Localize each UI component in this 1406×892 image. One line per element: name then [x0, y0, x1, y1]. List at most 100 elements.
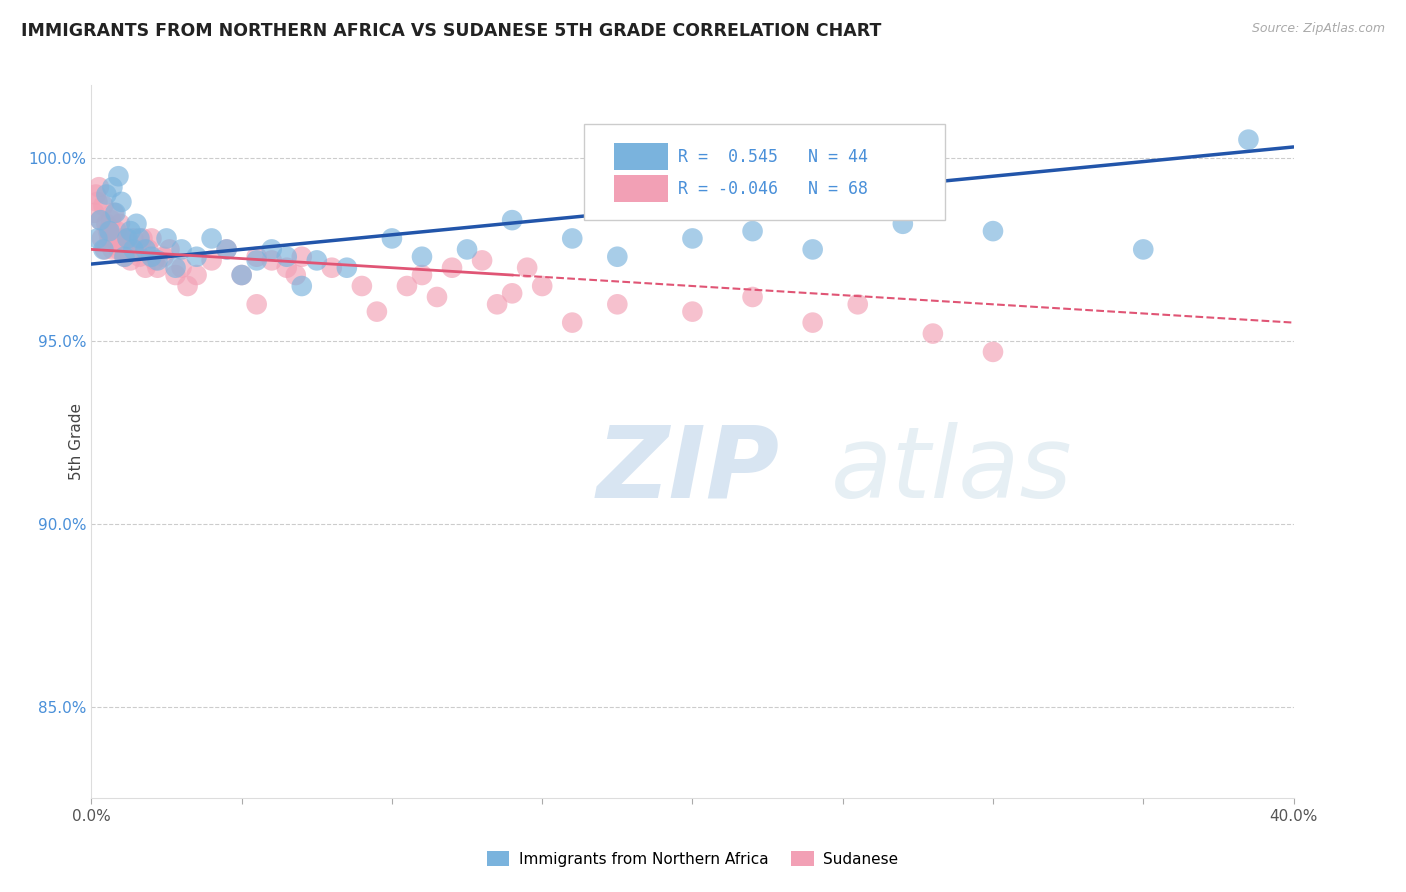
Point: [120, 224, 142, 238]
Point: [87, 180, 110, 194]
Point: [122, 231, 145, 245]
Point: [284, 268, 307, 282]
Point: [215, 243, 238, 257]
Point: [89, 213, 111, 227]
Point: [107, 243, 129, 257]
Point: [159, 243, 181, 257]
Point: [104, 231, 127, 245]
Text: R =  0.545   N = 44: R = 0.545 N = 44: [678, 148, 868, 166]
Y-axis label: 5th Grade: 5th Grade: [69, 403, 84, 480]
Point: [114, 250, 136, 264]
Point: [155, 231, 177, 245]
Point: [276, 250, 298, 264]
Point: [1237, 133, 1260, 147]
Point: [110, 231, 132, 245]
Point: [681, 304, 703, 318]
Point: [100, 213, 122, 227]
Point: [117, 243, 139, 257]
Point: [561, 231, 583, 245]
Point: [741, 224, 763, 238]
Point: [117, 231, 139, 245]
Point: [110, 194, 132, 209]
Point: [891, 217, 914, 231]
Point: [143, 253, 166, 268]
Point: [336, 260, 359, 275]
Point: [501, 286, 523, 301]
Point: [350, 279, 373, 293]
Point: [606, 250, 628, 264]
Point: [131, 231, 153, 245]
Point: [531, 279, 554, 293]
Point: [801, 243, 824, 257]
Point: [98, 224, 121, 238]
Point: [107, 169, 129, 184]
Point: [120, 253, 142, 268]
Point: [93, 198, 115, 212]
Point: [215, 243, 238, 257]
Point: [456, 243, 478, 257]
Point: [90, 231, 112, 245]
Point: [146, 253, 169, 268]
Point: [260, 253, 283, 268]
Point: [103, 206, 125, 220]
Point: [114, 250, 136, 264]
Point: [89, 213, 111, 227]
Point: [97, 224, 120, 238]
Point: [111, 243, 134, 257]
Point: [84, 187, 107, 202]
Point: [86, 231, 108, 245]
Point: [471, 253, 494, 268]
Point: [125, 243, 148, 257]
Point: [305, 253, 328, 268]
Point: [105, 224, 128, 238]
Point: [128, 250, 150, 264]
Point: [231, 268, 253, 282]
Point: [104, 206, 127, 220]
Point: [94, 243, 117, 257]
Point: [291, 250, 314, 264]
Point: [260, 243, 283, 257]
Point: [366, 304, 388, 318]
FancyBboxPatch shape: [585, 124, 945, 220]
Point: [165, 260, 187, 275]
Legend: Immigrants from Northern Africa, Sudanese: Immigrants from Northern Africa, Sudanes…: [481, 845, 904, 872]
Point: [981, 224, 1004, 238]
Point: [321, 260, 343, 275]
Text: atlas: atlas: [831, 422, 1073, 518]
Point: [165, 268, 187, 282]
Point: [86, 194, 108, 209]
Point: [246, 253, 269, 268]
Text: ZIP: ZIP: [596, 422, 779, 518]
Point: [681, 231, 703, 245]
Point: [93, 243, 115, 257]
Point: [516, 260, 538, 275]
Point: [128, 231, 150, 245]
Point: [486, 297, 509, 311]
Point: [561, 316, 583, 330]
Point: [501, 213, 523, 227]
Point: [381, 231, 404, 245]
Point: [141, 250, 163, 264]
Point: [846, 297, 869, 311]
Point: [441, 260, 464, 275]
Point: [125, 217, 148, 231]
Point: [606, 297, 628, 311]
Point: [801, 316, 824, 330]
Point: [1132, 243, 1154, 257]
Point: [291, 279, 314, 293]
Point: [96, 217, 118, 231]
Point: [411, 250, 433, 264]
Point: [170, 260, 193, 275]
Point: [176, 279, 198, 293]
FancyBboxPatch shape: [614, 176, 668, 202]
Point: [146, 260, 169, 275]
Point: [108, 217, 131, 231]
Point: [201, 231, 224, 245]
Point: [134, 260, 156, 275]
Point: [741, 290, 763, 304]
Point: [276, 260, 298, 275]
Point: [411, 268, 433, 282]
Point: [170, 243, 193, 257]
Point: [141, 231, 163, 245]
Point: [134, 243, 156, 257]
